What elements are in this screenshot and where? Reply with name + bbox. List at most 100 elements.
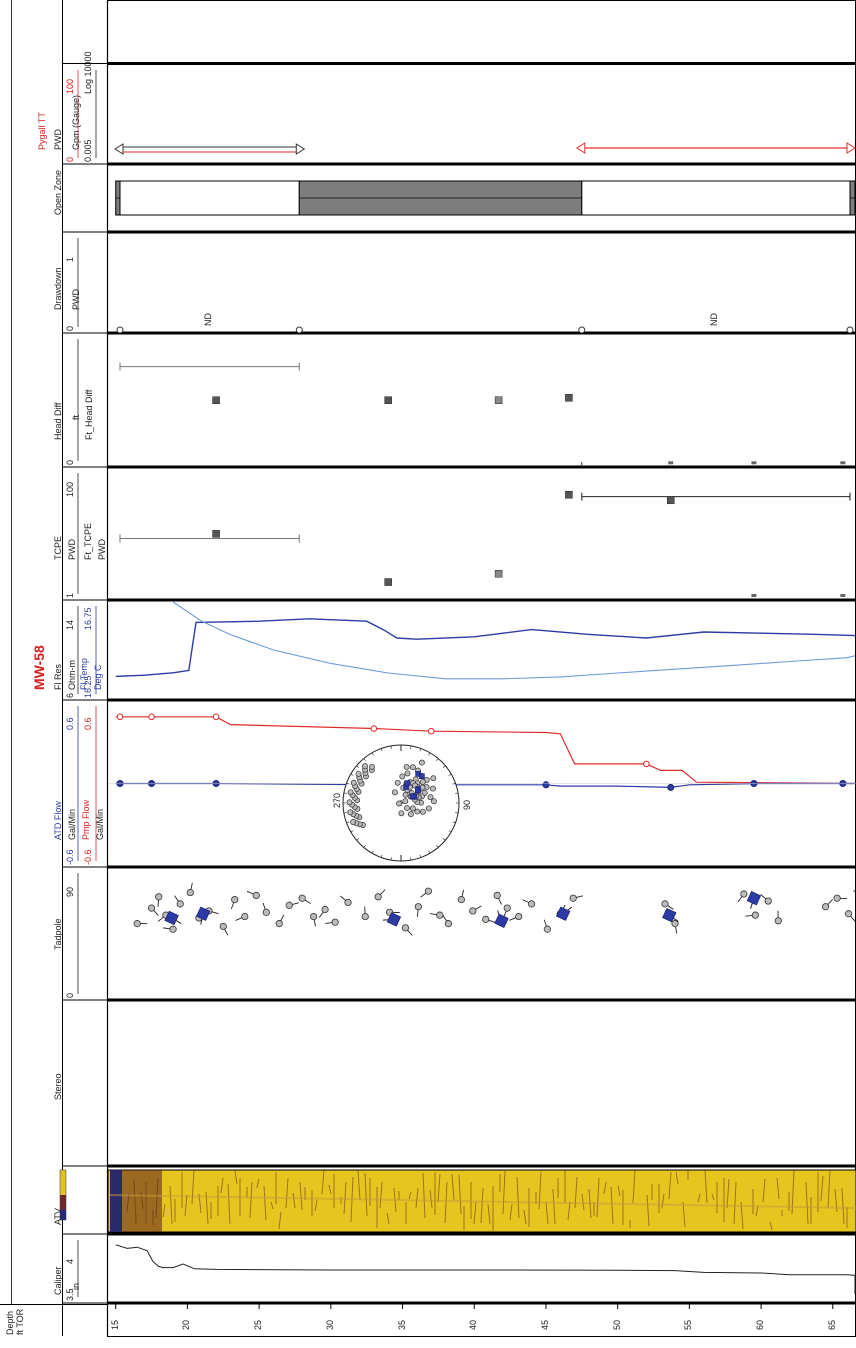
depth-tick-label: 55	[684, 1320, 693, 1330]
stereonet-pole	[430, 786, 435, 791]
tadpole-marker	[662, 901, 668, 907]
scale-min-drawdown: 0	[66, 326, 75, 331]
depth-header-unit: ft TOR	[16, 1309, 25, 1335]
pump-flow-marker	[213, 714, 219, 720]
depth-tick-label: 15	[111, 1320, 120, 1330]
tadpole-marker	[299, 895, 305, 901]
track-label-drawdown: PWD	[72, 289, 81, 310]
track-label-head_diff: Ft_Head Diff	[85, 390, 94, 440]
depth-tick-label: 50	[613, 1320, 622, 1330]
tadpole-marker	[345, 899, 351, 905]
tadpole-marker	[156, 894, 162, 900]
head-diff-marker	[385, 397, 392, 404]
tadpole-marker	[170, 926, 176, 932]
track-label-head_diff: ft	[72, 415, 81, 420]
tadpole-marker	[528, 901, 534, 907]
head-diff-marker	[668, 461, 673, 464]
stereonet-pole	[419, 760, 424, 765]
track-label-flow: ATD Flow	[54, 801, 63, 840]
tadpole-marker	[148, 905, 154, 911]
stereonet-pole	[426, 806, 431, 811]
stereonet-pole	[415, 809, 420, 814]
scale-min-fluid: 16.25	[84, 675, 93, 698]
tadpole-marker	[187, 889, 193, 895]
track-label-pygall: PWD	[54, 129, 63, 150]
scale-max-tadpole: 90	[66, 887, 75, 897]
stereonet-pole	[431, 776, 436, 781]
stereonet-major-pole	[405, 781, 410, 786]
track-label-stereo: Stereo	[54, 1073, 63, 1100]
tcpe-marker	[667, 497, 674, 504]
tadpole-marker	[445, 920, 451, 926]
pygall-arrowhead	[577, 143, 585, 153]
scale-max-flow: 0.6	[66, 717, 75, 730]
tadpole-marker	[332, 919, 338, 925]
scale-max-drawdown: 1	[66, 257, 75, 262]
tadpole-marker	[570, 895, 576, 901]
stereonet-pole	[347, 800, 352, 805]
stereonet-pole	[351, 819, 356, 824]
drawdown-marker	[117, 327, 123, 333]
depth-tick-label: 65	[828, 1320, 837, 1330]
track-label-tcpe: Ft_TCPE	[84, 523, 93, 560]
tadpole-major-marker	[747, 892, 760, 905]
tadpole-marker	[402, 925, 408, 931]
stereonet-pole	[410, 765, 415, 770]
scale-max-pygall: 100	[66, 79, 75, 94]
stereonet-pole	[405, 771, 410, 776]
stereonet-pole	[392, 790, 397, 795]
stereonet-pole	[420, 809, 425, 814]
tadpole-major-marker	[663, 909, 676, 922]
scale-min-flow: -0.6	[66, 849, 75, 865]
tcpe-marker	[840, 594, 845, 597]
scale-min-head_diff: 0	[66, 460, 75, 465]
track-label-open_zone: Open Zone	[54, 170, 63, 215]
fluid-temperature-line	[173, 602, 855, 679]
tadpole-marker	[483, 916, 489, 922]
scale-max-caliper: 4	[66, 1259, 75, 1264]
tadpole-marker	[741, 891, 747, 897]
stereonet-pole	[396, 801, 401, 806]
head-diff-marker	[840, 461, 845, 464]
pump-flow-marker	[117, 714, 123, 720]
depth-header-title: Depth	[6, 1311, 15, 1335]
stereonet-pole	[395, 780, 400, 785]
tadpole-marker	[504, 905, 510, 911]
tadpole-marker	[242, 913, 248, 919]
drawdown-marker	[296, 327, 302, 333]
tadpole-major-marker	[557, 907, 570, 920]
tadpole-marker	[362, 913, 368, 919]
caliper-line	[116, 1245, 855, 1294]
stereonet-pole	[404, 806, 409, 811]
atv-dark-zone	[110, 1170, 122, 1232]
scale-min-pygall: 0.005	[84, 139, 93, 162]
pump-flow-marker	[428, 728, 434, 734]
scale-max-pygall: Log 10000	[84, 51, 93, 94]
pump-flow-line	[116, 717, 855, 784]
open-zone-open-segment	[582, 181, 850, 215]
tadpole-marker	[375, 894, 381, 900]
stereonet-pole	[369, 764, 374, 769]
track-label-flow: Gal/Min	[68, 809, 77, 840]
drawdown-marker	[579, 327, 585, 333]
tadpole-marker	[470, 908, 476, 914]
track-label-caliper: Caliper	[54, 1266, 63, 1295]
stereonet-pole	[428, 795, 433, 800]
tadpole-marker	[845, 911, 851, 917]
track-label-fluid: Ohm-m	[68, 660, 77, 690]
tadpole-marker	[822, 903, 828, 909]
track-label-flow: Pmp Flow	[82, 800, 91, 840]
scale-min-caliper: 3.5	[66, 1288, 75, 1301]
tadpole-marker	[425, 888, 431, 894]
tadpole-marker	[177, 901, 183, 907]
depth-tick-label: 40	[469, 1320, 478, 1330]
stereonet-pole	[420, 779, 425, 784]
drawdown-nd-label: ND	[710, 313, 719, 326]
scale-min-tadpole: 0	[66, 993, 75, 998]
track-label-fluid: Fl Res	[54, 664, 63, 690]
pygall-arrowhead	[296, 144, 304, 154]
pump-flow-marker	[371, 726, 377, 732]
track-label-head_diff: Head Diff	[54, 403, 63, 440]
